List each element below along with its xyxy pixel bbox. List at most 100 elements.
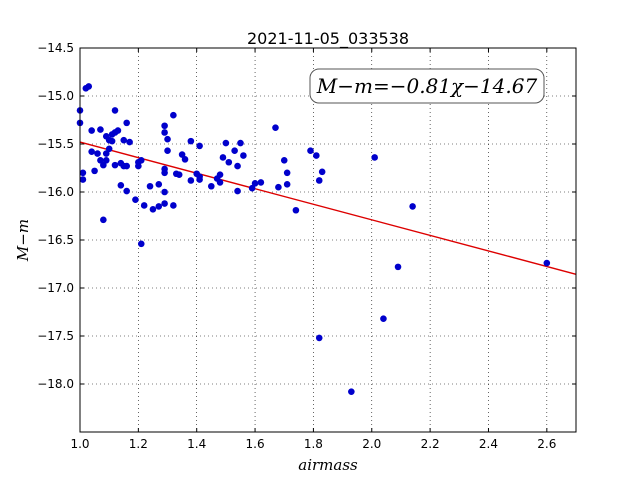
fit-line-group	[79, 141, 577, 275]
data-point	[178, 151, 186, 158]
y-tick-label: −17.0	[37, 281, 74, 295]
data-point	[164, 135, 171, 143]
data-point	[216, 171, 224, 179]
data-point	[137, 157, 145, 164]
data-point	[117, 181, 125, 189]
y-tick-label: −15.0	[37, 89, 74, 103]
axis-ticks: 1.0 1.2 1.4 1.6 1.8 2.0 2.2 2.4 2.6 −14.5 −15.0 −15…	[37, 41, 576, 451]
data-point	[102, 150, 110, 157]
data-point	[187, 137, 195, 145]
data-point	[97, 126, 104, 133]
data-point	[251, 180, 259, 187]
data-point	[123, 162, 130, 170]
data-point	[100, 216, 107, 224]
data-point	[313, 152, 320, 159]
data-point	[123, 187, 130, 195]
data-point	[79, 176, 87, 183]
data-point	[394, 263, 402, 271]
data-point	[318, 168, 326, 176]
data-point	[137, 240, 145, 248]
data-point	[91, 167, 98, 175]
data-point	[315, 334, 323, 342]
data-point	[234, 187, 241, 195]
data-point	[216, 179, 224, 186]
x-tick-label: 2.4	[479, 437, 498, 451]
fit-annotation: M−m=−0.81χ−14.67	[309, 68, 545, 104]
data-point	[100, 161, 107, 169]
data-point	[149, 205, 157, 213]
data-point	[371, 154, 378, 161]
x-tick-label: 2.0	[362, 437, 381, 451]
data-point	[105, 145, 113, 153]
data-point	[135, 162, 142, 170]
data-point	[161, 188, 168, 196]
y-tick-label: −18.0	[37, 377, 74, 391]
data-point	[120, 136, 128, 144]
data-point	[170, 111, 177, 119]
data-point	[248, 184, 256, 192]
data-point	[315, 177, 323, 184]
data-point	[283, 169, 291, 177]
data-point	[155, 203, 163, 210]
data-point	[175, 171, 183, 179]
fit-line	[79, 141, 577, 275]
annotation-box	[309, 68, 545, 104]
x-tick-label: 2.6	[537, 437, 556, 451]
x-tick-label: 1.8	[304, 437, 323, 451]
data-point	[196, 142, 203, 150]
data-point	[222, 139, 230, 147]
data-point	[94, 150, 101, 157]
grid	[80, 48, 576, 432]
data-point	[170, 202, 177, 209]
data-point	[307, 147, 314, 155]
data-point	[126, 138, 133, 146]
data-point	[275, 183, 282, 191]
data-point	[207, 182, 215, 190]
y-tick-label: −15.5	[37, 137, 74, 151]
annotation-text: M−m=−0.81χ−14.67	[316, 74, 538, 98]
data-point	[181, 156, 189, 163]
data-point	[123, 119, 130, 127]
y-tick-label: −14.5	[37, 41, 74, 55]
data-point	[97, 157, 104, 164]
data-point	[88, 127, 95, 134]
data-point	[114, 127, 122, 134]
x-tick-label: 1.6	[246, 437, 265, 451]
data-point	[132, 196, 139, 203]
data-point	[196, 176, 203, 183]
chart-title: 2021-11-05_033538	[247, 29, 409, 49]
data-points	[76, 83, 551, 395]
data-point	[234, 162, 241, 170]
data-point	[111, 161, 119, 169]
y-tick-label: −17.5	[37, 329, 74, 343]
data-point	[85, 83, 93, 90]
data-point	[280, 157, 288, 164]
data-point	[409, 203, 416, 210]
data-point	[79, 169, 87, 177]
x-tick-label: 1.4	[187, 437, 206, 451]
x-axis-label: airmass	[298, 456, 358, 474]
data-point	[187, 177, 195, 184]
data-point	[161, 169, 168, 177]
data-point	[140, 202, 148, 209]
data-point	[348, 388, 355, 395]
data-point	[111, 107, 119, 114]
data-point	[219, 154, 227, 161]
data-point	[161, 129, 168, 136]
y-tick-label: −16.5	[37, 233, 74, 247]
data-point	[380, 315, 387, 323]
data-point	[108, 137, 116, 145]
data-point	[164, 147, 171, 155]
data-point	[88, 148, 95, 155]
data-point	[283, 181, 291, 188]
data-point	[292, 206, 300, 214]
data-point	[146, 182, 154, 190]
data-point	[257, 179, 265, 186]
data-point	[161, 122, 168, 130]
x-tick-label: 2.2	[421, 437, 440, 451]
data-point	[240, 152, 247, 159]
data-point	[272, 124, 279, 131]
data-point	[161, 200, 168, 207]
data-point	[225, 158, 233, 166]
